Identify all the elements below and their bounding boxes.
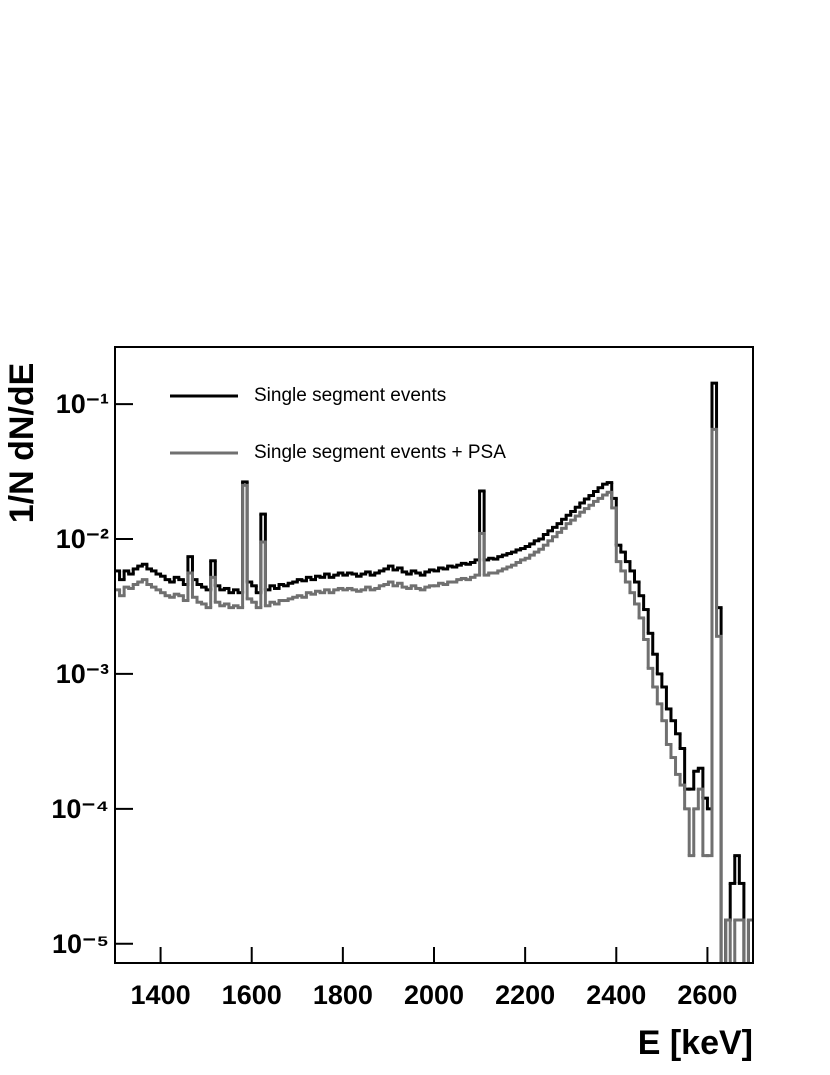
x-tick-label: 1600 [222,980,282,1010]
x-tick-label: 1400 [131,980,191,1010]
y-tick-label: 10⁻⁴ [51,794,109,824]
y-tick-label: 10⁻³ [56,659,109,689]
x-axis-title: E [keV] [638,1024,753,1062]
x-tick-label: 2600 [677,980,737,1010]
plot-area [115,381,753,963]
x-tick-label: 2400 [586,980,646,1010]
y-tick-label: 10⁻² [56,524,109,554]
y-axis-title: 1/N dN/dE [3,363,41,524]
legend-label: Single segment events [254,385,446,406]
x-tick-label: 2200 [495,980,555,1010]
x-tick-label: 1800 [313,980,373,1010]
x-tick-label: 2000 [404,980,464,1010]
y-tick-label: 10⁻⁵ [52,929,109,959]
y-tick-label: 10⁻¹ [56,389,109,419]
legend-label: Single segment events + PSA [254,442,506,463]
